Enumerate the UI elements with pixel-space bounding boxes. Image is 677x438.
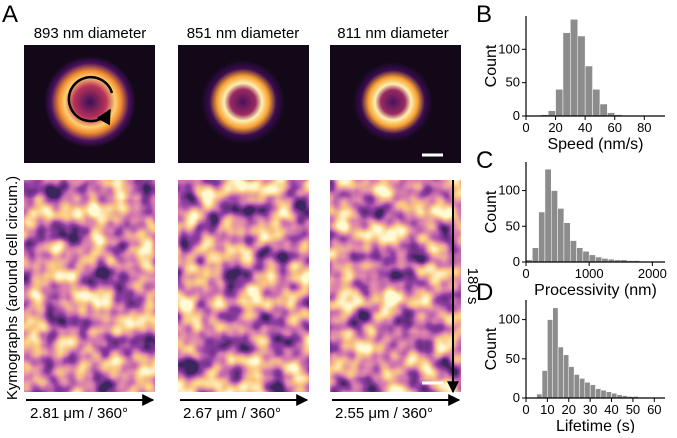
bar (541, 370, 548, 399)
bar (547, 319, 553, 399)
bar (584, 65, 593, 117)
x-tick-label: 40 (604, 402, 618, 417)
cell-ring (201, 60, 285, 144)
caption: 2.55 μm / 360° (335, 405, 433, 422)
bar (576, 247, 584, 263)
x-axis-label: Processivity (nm) (534, 282, 657, 299)
x-tick-label: 30 (583, 402, 597, 417)
bar (557, 346, 564, 399)
bar (584, 382, 591, 399)
x-tick-label: 20 (548, 120, 562, 135)
y-tick-label: 100 (498, 183, 520, 198)
bar (563, 354, 570, 399)
bar (563, 222, 571, 263)
image-panel: 851 nm diameter 2.67 μm / 360° (178, 25, 309, 422)
time-label: 180 s (464, 268, 481, 305)
image-panel: 811 nm diameter 2.55 μm / 360° (330, 25, 461, 422)
image-title: 851 nm diameter (187, 25, 300, 42)
y-tick-label: 0 (513, 254, 520, 269)
image-panel: 893 nm diameter 2.81 μm / 360° (24, 25, 155, 422)
bar (582, 251, 590, 263)
y-axis-label: Count (483, 327, 500, 370)
bar (532, 247, 539, 263)
bar (557, 208, 565, 263)
x-tick-label: 1000 (575, 266, 604, 281)
x-tick-label: 20 (562, 402, 576, 417)
x-tick-label: 50 (626, 402, 640, 417)
x-axis-label: Lifetime (s) (556, 418, 635, 433)
y-tick-label: 100 (498, 312, 520, 327)
bar (611, 393, 618, 399)
bar (573, 374, 580, 399)
bar (552, 307, 559, 399)
bar (544, 168, 552, 263)
x-tick-label: 80 (637, 120, 651, 135)
panel-label: A (2, 1, 18, 28)
bar (589, 384, 596, 399)
bar (600, 389, 607, 399)
y-tick-label: 100 (498, 41, 520, 56)
bar (599, 103, 608, 117)
x-tick-label: 10 (540, 402, 554, 417)
bar (577, 35, 586, 117)
x-tick-label: 0 (522, 266, 529, 281)
kymograph (178, 180, 309, 392)
panel-label: C (476, 147, 493, 174)
bar (570, 19, 579, 117)
x-tick-label: 40 (578, 120, 592, 135)
x-tick-label: 0 (522, 402, 529, 417)
panel-label: B (476, 1, 492, 28)
x-tick-label: 60 (647, 402, 661, 417)
caption: 2.67 μm / 360° (183, 405, 281, 422)
image-title: 811 nm diameter (337, 25, 448, 42)
bar (555, 89, 564, 117)
bar (547, 110, 556, 117)
side-label: Kymographs (around cell circum.) (4, 176, 21, 400)
bar (568, 366, 575, 399)
y-tick-label: 50 (506, 351, 520, 366)
bar (605, 391, 612, 399)
bar (595, 256, 603, 263)
bar (579, 378, 586, 399)
x-axis-label: Speed (nm/s) (547, 136, 643, 153)
bar (551, 190, 558, 263)
cell-ring (353, 62, 433, 142)
kymograph (330, 180, 461, 392)
kymograph (24, 180, 155, 392)
image-title: 893 nm diameter (34, 25, 147, 42)
bar (592, 89, 601, 117)
bar (562, 32, 571, 117)
bar (569, 240, 577, 263)
y-axis-label: Count (483, 190, 500, 233)
caption: 2.81 μm / 360° (30, 405, 128, 422)
y-tick-label: 0 (513, 390, 520, 405)
bar (595, 388, 602, 399)
rotation-arrow (67, 75, 114, 126)
cell-ring (44, 56, 136, 148)
y-axis-label: Count (483, 44, 500, 87)
panel-label: D (476, 279, 493, 306)
bar (588, 254, 596, 263)
x-tick-label: 2000 (638, 266, 667, 281)
y-tick-label: 50 (506, 75, 520, 90)
x-tick-label: 60 (607, 120, 621, 135)
bar (538, 211, 546, 263)
x-tick-label: 0 (522, 120, 529, 135)
y-tick-label: 50 (506, 218, 520, 233)
y-tick-label: 0 (513, 108, 520, 123)
